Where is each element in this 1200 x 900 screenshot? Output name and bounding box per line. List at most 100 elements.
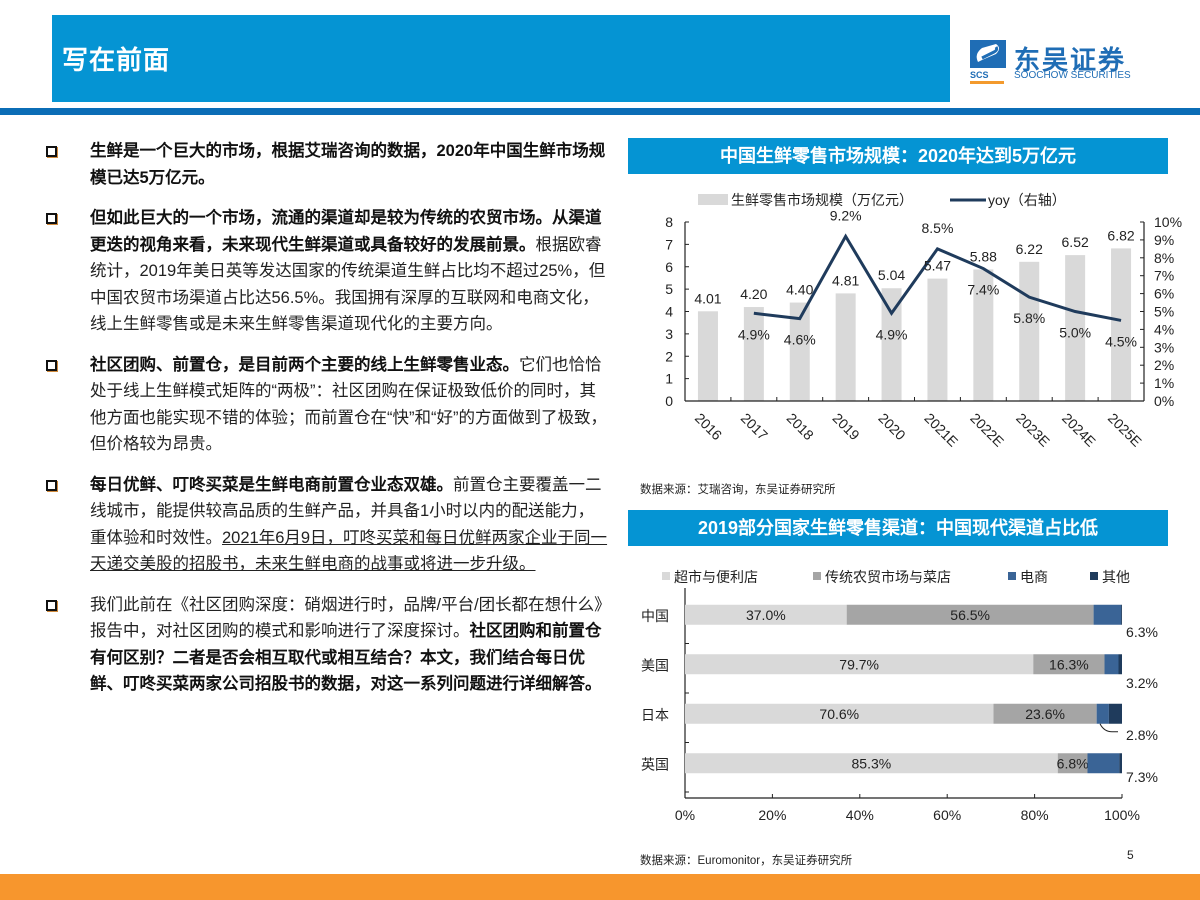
page-number: 5: [1127, 848, 1134, 862]
checkbox-bullet-icon: [46, 479, 57, 491]
left-tick-label: 6: [665, 259, 673, 275]
bar-segment: [846, 604, 1094, 625]
bullet-bold-text: 每日优鲜、叮咚买菜是生鲜电商前置仓业态双雄。: [90, 475, 453, 494]
logo-mark-icon: [970, 40, 1006, 68]
bar: [881, 288, 902, 401]
yoy-value-label: 5.8%: [1013, 310, 1045, 326]
bar-value-label: 6.52: [1062, 234, 1089, 250]
bar-segment: [685, 604, 847, 625]
checkbox-bullet-icon: [46, 146, 57, 157]
left-tick-label: 3: [665, 326, 673, 342]
bar-value-label: 4.81: [832, 272, 859, 288]
segment-value-label: 37.0%: [746, 607, 786, 623]
footer-bar: [0, 874, 1200, 900]
x-tick-label: 40%: [846, 807, 874, 823]
ecommerce-value-label: 3.2%: [1126, 675, 1158, 691]
bar-segment: [1121, 604, 1122, 625]
category-label: 英国: [641, 756, 669, 772]
left-tick-label: 5: [665, 281, 673, 297]
bar-segment: [685, 703, 994, 724]
legend-label: 其他: [1102, 569, 1130, 585]
yoy-value-label: 4.6%: [784, 332, 816, 348]
left-tick-label: 4: [665, 304, 673, 320]
bullet-text: 根据欧睿统计，2019年美日英等发达国家的传统渠道生鲜占比均不超过25%，但中国…: [90, 235, 606, 334]
bar-segment: [685, 654, 1034, 675]
bullet-text: 前置仓主要覆盖一二线城市，能提供较高品质的生鲜产品，并具备1小时以内的配送能力，…: [90, 475, 602, 547]
bullet-underlined-text: 2021年6月9日，叮咚买菜和每日优鲜两家企业于同一天递交美股的招股书，未来生鲜…: [90, 528, 608, 574]
bar-value-label: 4.01: [694, 290, 721, 306]
bar-segment: [1033, 654, 1105, 675]
bar-segment: [993, 703, 1097, 724]
right-tick-label: 8%: [1154, 250, 1174, 266]
bullet-item: 社区团购、前置仓，是目前两个主要的线上生鲜零售业态。它们也恰恰处于线上生鲜模式矩…: [40, 352, 610, 458]
bar-segment: [1108, 703, 1122, 724]
left-tick-label: 2: [665, 348, 673, 364]
x-tick-label: 2023E: [1013, 410, 1053, 450]
yoy-value-label: 5.0%: [1059, 325, 1091, 341]
x-tick-label: 2025E: [1105, 410, 1145, 450]
x-tick-label: 2022E: [967, 410, 1007, 450]
bar-segment: [1096, 703, 1109, 724]
left-tick-label: 1: [665, 371, 673, 387]
x-tick-label: 0%: [675, 807, 695, 823]
legend-bar-swatch: [698, 194, 728, 205]
legend-line-label: yoy（右轴）: [988, 192, 1066, 208]
yoy-value-label: 4.9%: [738, 326, 770, 342]
chart2-source: 数据来源：Euromonitor，东吴证券研究所: [640, 855, 853, 867]
bar: [973, 269, 994, 401]
header-banner: [52, 15, 950, 102]
right-tick-label: 7%: [1154, 268, 1174, 284]
yoy-line: [753, 233, 1122, 322]
bullet-item: 生鲜是一个巨大的市场，根据艾瑞咨询的数据，2020年中国生鲜市场规模已达5万亿元…: [40, 138, 610, 191]
bar-value-label: 6.22: [1016, 241, 1043, 257]
bullet-item: 每日优鲜、叮咚买菜是生鲜电商前置仓业态双雄。前置仓主要覆盖一二线城市，能提供较高…: [40, 472, 610, 578]
x-tick-label: 2016: [692, 410, 725, 443]
bar-segment: [1104, 654, 1119, 675]
legend-label: 电商: [1020, 569, 1048, 585]
legend-swatch: [1090, 572, 1098, 580]
segment-value-label: 70.6%: [819, 706, 859, 722]
logo-english-name: SOOCHOW SECURITIES: [1014, 70, 1131, 81]
category-label: 日本: [641, 707, 669, 723]
right-tick-label: 3%: [1154, 339, 1174, 355]
right-tick-label: 1%: [1154, 375, 1174, 391]
chart2-title: 2019部分国家生鲜零售渠道：中国现代渠道占比低: [628, 510, 1168, 546]
chart1-title: 中国生鲜零售市场规模：2020年达到5万亿元: [628, 138, 1168, 174]
checkbox-bullet-icon: [46, 213, 57, 224]
x-tick-label: 80%: [1021, 807, 1049, 823]
channel-share-chart: 超市与便利店 传统农贸市场与菜店 电商 其他 0% 20% 40% 60% 80% 100% 中国 3…: [641, 569, 1158, 823]
bar-value-label: 4.40: [786, 282, 813, 298]
logo-underline: [970, 81, 1004, 84]
yoy-value-label: 7.4%: [967, 282, 999, 298]
x-tick-label: 2021E: [921, 410, 961, 450]
header-divider: [0, 108, 1200, 115]
segment-value-label: 79.7%: [839, 656, 879, 672]
bar-segment: [1057, 753, 1088, 774]
right-tick-label: 4%: [1154, 321, 1174, 337]
right-tick-label: 0%: [1154, 393, 1174, 409]
x-tick-label: 60%: [933, 807, 961, 823]
bar-segment: [1093, 604, 1122, 625]
bullet-bold-text: 生鲜是一个巨大的市场，根据艾瑞咨询的数据，2020年中国生鲜市场规模已达5万亿元…: [90, 142, 606, 187]
legend-swatch: [813, 572, 821, 580]
legend-bar-label: 生鲜零售市场规模（万亿元）: [731, 192, 913, 208]
bar: [789, 302, 810, 401]
bar: [927, 278, 948, 401]
chart1-source: 数据来源：艾瑞咨询，东吴证券研究所: [640, 484, 836, 496]
right-tick-label: 10%: [1154, 214, 1182, 230]
x-tick-label: 100%: [1104, 807, 1140, 823]
logo-abbr: SCS: [970, 70, 989, 80]
segment-value-label: 23.6%: [1025, 706, 1065, 722]
soochow-logo: 东吴证券 SCS SOOCHOW SECURITIES: [970, 38, 1150, 88]
page-title: 写在前面: [62, 45, 171, 75]
ecommerce-value-label: 7.3%: [1126, 769, 1158, 785]
left-tick-label: 7: [665, 236, 673, 252]
ecommerce-value-label: 6.3%: [1126, 624, 1158, 640]
bar-value-label: 6.82: [1107, 227, 1134, 243]
bullet-bold-text: 社区团购、前置仓，是目前两个主要的线上生鲜零售业态。: [90, 355, 519, 374]
bar-segment: [685, 753, 1058, 774]
legend-label: 传统农贸市场与菜店: [825, 569, 951, 585]
bar: [697, 311, 718, 401]
bar: [1111, 248, 1132, 401]
yoy-value-label: 9.2%: [830, 207, 862, 223]
